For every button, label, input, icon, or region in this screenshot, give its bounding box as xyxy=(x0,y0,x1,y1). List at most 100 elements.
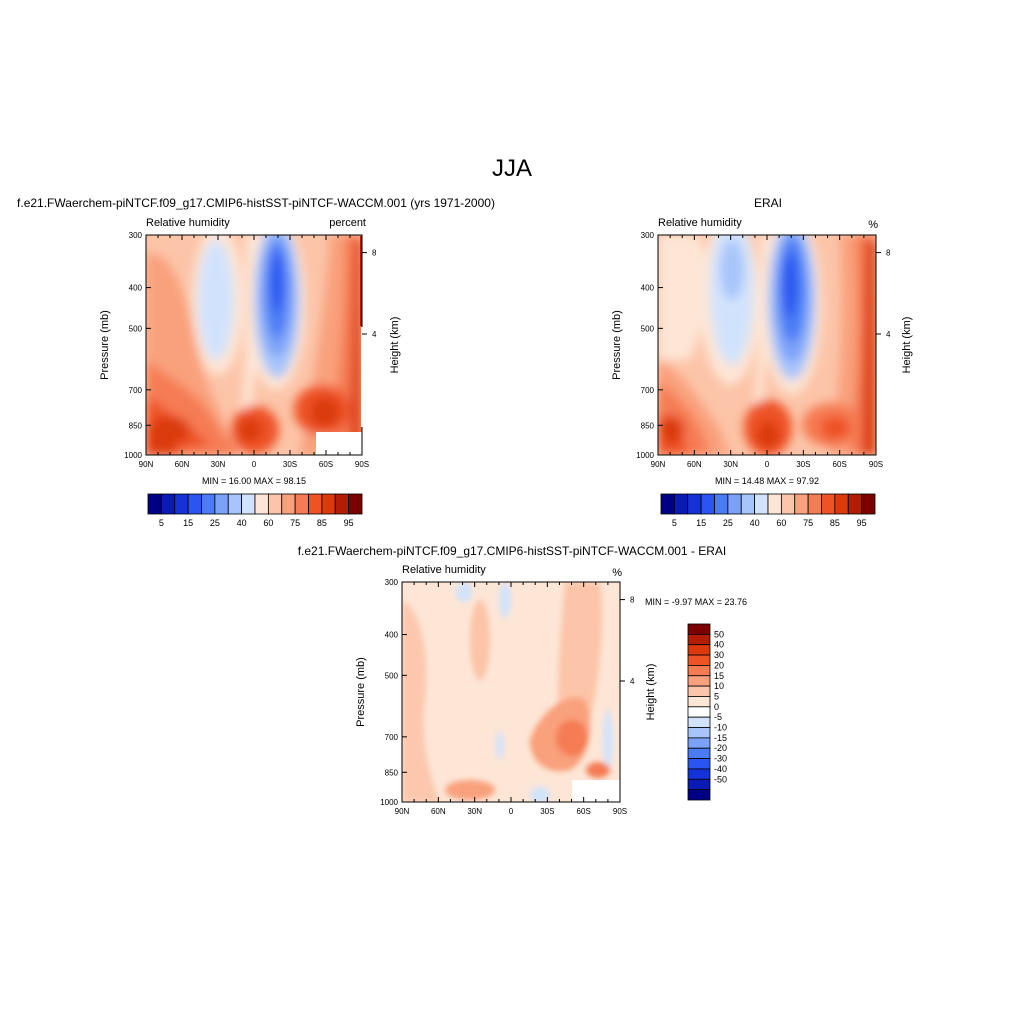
panel-1-stats: MIN = 16.00 MAX = 98.15 xyxy=(202,476,306,486)
colorbar-label: 60 xyxy=(776,518,786,528)
y-tick-label: 500 xyxy=(129,324,143,333)
colorbar-box xyxy=(687,685,711,697)
x-tick-label: 90S xyxy=(355,460,369,469)
panel-3-title: f.e21.FWaerchem-piNTCF.f09_g17.CMIP6-his… xyxy=(298,544,727,558)
panel-2-colorbar: 5 15 25 40 60 75 85 95 xyxy=(660,493,876,528)
panel-1-plot: 90N 60N 30N 0 30S 60S 90S 300 400 500 700 850 1000 8 4… xyxy=(99,217,401,486)
y-tick-label: 850 xyxy=(129,421,143,430)
x-tick-label: 30N xyxy=(211,460,226,469)
colorbar-box xyxy=(687,778,711,791)
colorbar-box xyxy=(847,493,863,515)
colorbar-label: -20 xyxy=(714,743,727,753)
y2-tick-label: 8 xyxy=(886,249,891,258)
y-tick-label: 300 xyxy=(385,578,399,587)
y-tick-label: 700 xyxy=(129,386,143,395)
x-tick-label: 60S xyxy=(577,807,591,816)
colorbar-box xyxy=(660,493,675,515)
x-tick-label: 30S xyxy=(796,460,810,469)
colorbar-box xyxy=(687,747,711,759)
y-tick-label: 850 xyxy=(641,421,655,430)
colorbar-box xyxy=(767,493,782,515)
colorbar-box xyxy=(740,493,756,515)
colorbar-box xyxy=(687,493,702,515)
x-tick-label: 90S xyxy=(869,460,883,469)
colorbar-label: 40 xyxy=(237,518,247,528)
colorbar-box xyxy=(727,493,742,515)
panel-3-y2label: Height (km) xyxy=(645,664,657,721)
colorbar-box xyxy=(834,493,849,515)
colorbar-box xyxy=(807,493,822,515)
colorbar-box xyxy=(821,493,836,515)
colorbar-label: 5 xyxy=(714,691,719,701)
colorbar-box xyxy=(687,654,711,666)
colorbar-box xyxy=(687,623,711,635)
colorbar-box xyxy=(187,493,202,515)
y-tick-label: 1000 xyxy=(380,798,398,807)
colorbar-label: 85 xyxy=(317,518,327,528)
y2-tick-label: 4 xyxy=(630,677,635,686)
colorbar-label: 50 xyxy=(714,629,724,639)
colorbar-label: -40 xyxy=(714,764,727,774)
y-tick-label: 1000 xyxy=(124,451,142,460)
colorbar-label: 25 xyxy=(723,518,733,528)
panel-3-stats: MIN = -9.97 MAX = 23.76 xyxy=(645,597,747,607)
panel-2-left-label: Relative humidity xyxy=(658,217,742,229)
x-tick-label: 90S xyxy=(613,807,627,816)
colorbar-box xyxy=(687,727,711,739)
x-tick-label: 90N xyxy=(395,807,410,816)
colorbar-box xyxy=(780,493,796,515)
panel-1-left-label: Relative humidity xyxy=(146,217,230,229)
y-tick-label: 300 xyxy=(641,231,655,240)
colorbar-box xyxy=(334,493,350,515)
panel-1-ylabel: Pressure (mb) xyxy=(99,310,111,380)
colorbar-label: 0 xyxy=(714,702,719,712)
colorbar-label: 25 xyxy=(210,518,220,528)
panel-1-y2label: Height (km) xyxy=(389,317,401,374)
colorbar-box xyxy=(687,758,711,770)
y-tick-label: 400 xyxy=(385,631,399,640)
x-tick-label: 0 xyxy=(765,460,770,469)
colorbar-box xyxy=(754,493,769,515)
colorbar-box xyxy=(673,493,689,515)
colorbar-box xyxy=(321,493,336,515)
x-tick-label: 90N xyxy=(651,460,666,469)
x-tick-label: 60N xyxy=(431,807,446,816)
colorbar-box xyxy=(687,716,711,728)
panel-3-axes: 90N 60N 30N 0 30S 60S 90S 300 400 500 700 850 1000 8 4 xyxy=(380,578,635,816)
colorbar-box xyxy=(147,493,162,515)
y2-tick-label: 8 xyxy=(630,596,635,605)
colorbar-box xyxy=(700,493,715,515)
colorbar-box xyxy=(687,644,711,656)
y-tick-label: 500 xyxy=(641,324,655,333)
colorbar-box xyxy=(281,493,296,515)
panel-2-axes: 90N 60N 30N 0 30S 60S 90S 300 400 500 700 850 1000 8 4 xyxy=(636,231,891,469)
y-tick-label: 400 xyxy=(129,284,143,293)
x-tick-label: 0 xyxy=(509,807,514,816)
colorbar-box xyxy=(160,493,176,515)
panel-3-right-label: % xyxy=(612,567,622,579)
colorbar-label: -50 xyxy=(714,774,727,784)
y2-tick-label: 4 xyxy=(886,330,891,339)
panel-1-axes: 90N 60N 30N 0 30S 60S 90S 300 400 500 700 850 1000 8 4 xyxy=(124,231,377,469)
colorbar-box xyxy=(687,633,711,646)
colorbar-box xyxy=(687,789,711,801)
colorbar-box xyxy=(227,493,243,515)
colorbar-box xyxy=(214,493,229,515)
colorbar-box xyxy=(861,493,876,515)
colorbar-label: 95 xyxy=(857,518,867,528)
colorbar-label: 40 xyxy=(750,518,760,528)
colorbar-box xyxy=(687,665,711,677)
y-tick-label: 300 xyxy=(129,231,143,240)
colorbar-label: 95 xyxy=(344,518,354,528)
colorbar-box xyxy=(714,493,729,515)
y-tick-label: 1000 xyxy=(636,451,654,460)
colorbar-label: 15 xyxy=(714,671,724,681)
colorbar-box xyxy=(241,493,256,515)
x-tick-label: 90N xyxy=(139,460,154,469)
y-tick-label: 400 xyxy=(641,284,655,293)
x-tick-label: 60N xyxy=(687,460,702,469)
y2-tick-label: 8 xyxy=(372,249,377,258)
x-tick-label: 30N xyxy=(723,460,738,469)
x-tick-label: 60S xyxy=(319,460,333,469)
